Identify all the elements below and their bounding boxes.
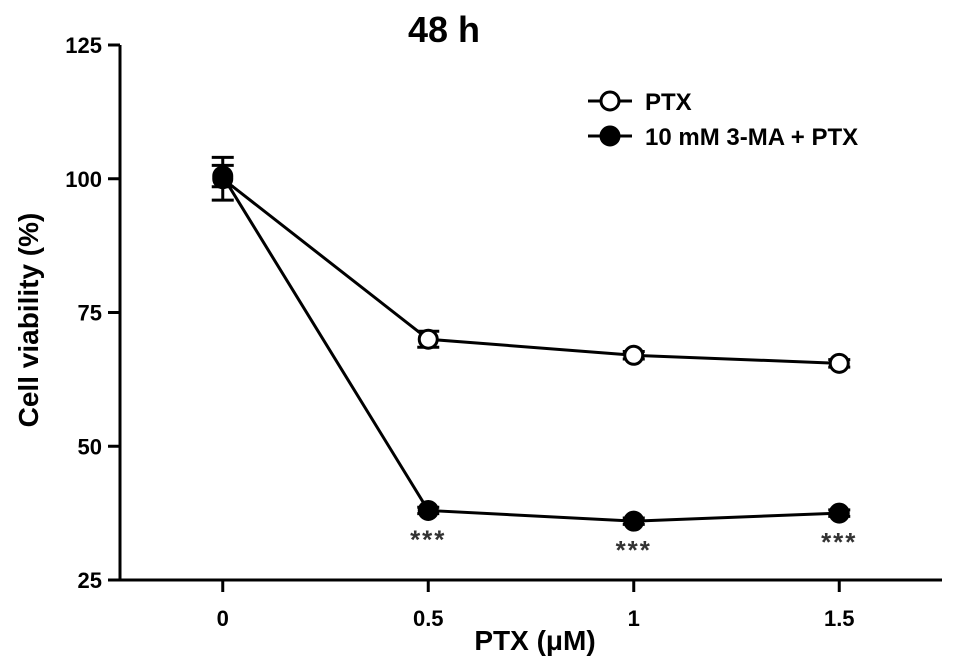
legend-marker-3ma-ptx — [599, 125, 621, 147]
y-tick-label: 25 — [78, 568, 102, 593]
significance-annotation: *** — [821, 527, 857, 557]
data-point — [417, 328, 439, 350]
y-tick-label: 75 — [78, 301, 102, 326]
significance-annotation: *** — [616, 535, 652, 565]
y-tick-label: 100 — [65, 167, 102, 192]
annotations: *** *** *** — [410, 524, 857, 565]
x-tick-label: 0 — [217, 606, 229, 631]
x-tick-label: 1 — [628, 606, 640, 631]
axes: 25 50 75 100 125 0 0.5 1 1.5 — [65, 33, 942, 631]
series-ptx — [211, 155, 851, 374]
legend-label-3ma-ptx: 10 mM 3-MA + PTX — [645, 124, 858, 151]
series-3ma-ptx — [211, 163, 851, 532]
series-layer — [211, 155, 851, 532]
series-line — [221, 175, 840, 523]
y-tick-label: 50 — [78, 434, 102, 459]
legend-label-ptx: PTX — [645, 89, 692, 116]
data-point — [828, 352, 850, 374]
data-point — [417, 499, 439, 521]
y-axis-label: Cell viability (%) — [13, 213, 44, 428]
y-tick-label: 125 — [65, 33, 102, 58]
series-line — [221, 177, 840, 365]
data-point — [623, 344, 645, 366]
x-axis-label: PTX (μM) — [474, 625, 595, 656]
data-point — [828, 502, 850, 524]
x-tick-label: 0.5 — [413, 606, 444, 631]
legend: PTX 10 mM 3-MA + PTX — [588, 89, 858, 151]
data-point — [623, 510, 645, 532]
significance-annotation: *** — [410, 524, 446, 554]
data-point — [212, 165, 234, 187]
chart-title: 48 h — [408, 9, 480, 50]
legend-marker-ptx — [599, 90, 621, 112]
x-tick-label: 1.5 — [824, 606, 855, 631]
